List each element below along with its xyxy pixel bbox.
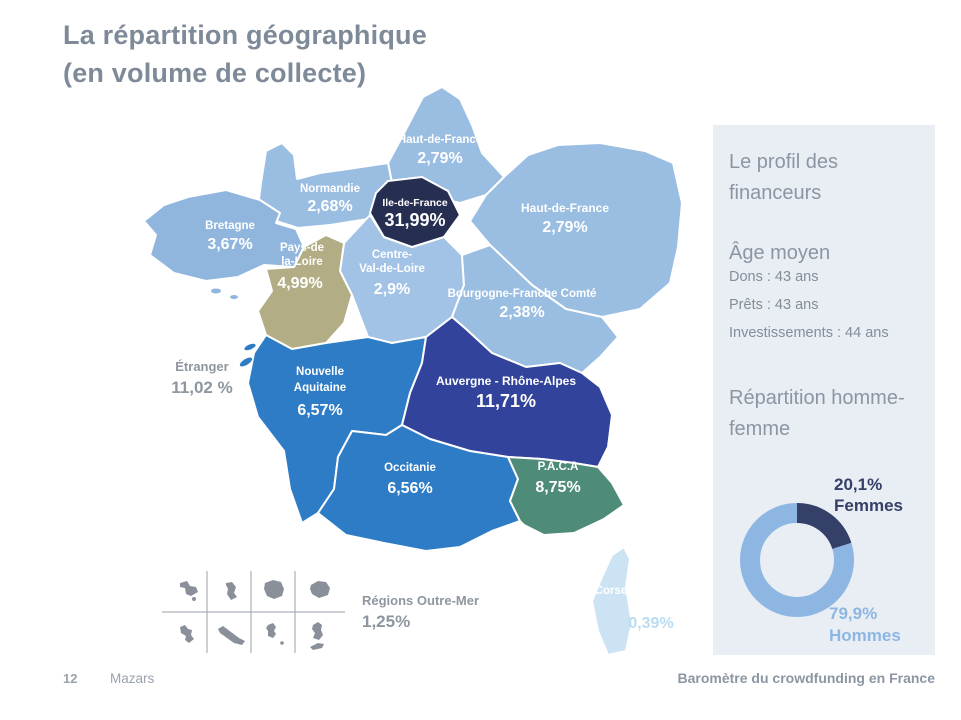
region-label: Aquitaine (294, 382, 346, 394)
region-label: Ile-de-France (382, 197, 448, 209)
outre-mer-island-icon (264, 580, 284, 599)
outre-mer-island-icon (226, 582, 237, 600)
region-occitanie (317, 424, 521, 552)
page-title: La répartition géographique (en volume d… (63, 16, 427, 92)
femmes-label: Femmes (834, 496, 903, 515)
region-grand-est (469, 142, 683, 318)
region-label: Normandie (300, 183, 360, 195)
region-value: 6,56% (387, 480, 432, 497)
region-label: P.A.C.A (538, 461, 579, 473)
region-value: 6,57% (297, 402, 342, 419)
outre-mer-grid: Régions Outre-Mer 1,25% (162, 571, 479, 653)
page-number: 12 (63, 671, 78, 686)
outre-mer-label: Régions Outre-Mer (362, 593, 479, 608)
region-label: Corse (595, 585, 628, 597)
region-label: Pays-de (280, 242, 324, 254)
outre-mer-island-icon (312, 622, 323, 640)
region-label: Bretagne (205, 220, 255, 232)
region-value: 2,79% (542, 219, 587, 236)
gender-heading: Répartition homme-femme (729, 387, 905, 440)
age-item-prets: Prêts : 43 ans (729, 297, 819, 313)
region-label: Haut-de-France (521, 201, 609, 215)
outre-mer-island-icon (266, 623, 276, 638)
hommes-label: Hommes (829, 626, 901, 645)
age-heading: Âge moyen (729, 242, 831, 264)
outre-mer-island-icon (310, 643, 324, 650)
brand-name: Mazars (110, 671, 155, 686)
region-value: 2,79% (417, 150, 462, 167)
region-value: 0,39% (628, 615, 673, 632)
outre-mer-island-icon (280, 641, 284, 645)
age-item-investissements: Investissements : 44 ans (729, 325, 889, 341)
region-label: Occitanie (384, 462, 436, 474)
page-title-line2: (en volume de collecte) (63, 58, 367, 88)
region-value: 31,99% (384, 210, 445, 230)
islet-icon (244, 343, 256, 351)
region-label: la-Loire (281, 256, 323, 268)
outre-mer-island-icon (180, 625, 194, 643)
region-label: Auvergne - Rhône-Alpes (436, 374, 576, 388)
region-value: 3,67% (207, 236, 252, 253)
region-ile-de-france (369, 176, 461, 248)
donut-femmes-slice (796, 503, 852, 550)
region-value: 2,38% (499, 304, 544, 321)
etranger-label: Étranger 11,02 % (171, 359, 232, 397)
region-value: 2,68% (307, 198, 352, 215)
outre-mer-island-icon (218, 626, 245, 645)
islet-icon (239, 357, 253, 367)
panel-title: Le profil des financeurs (729, 151, 838, 204)
region-value: 2,9% (374, 281, 410, 298)
region-label: Bourgogne-Franche Comté (448, 288, 597, 300)
footer-report-title: Baromètre du crowdfunding en France (677, 670, 935, 686)
outre-mer-value: 1,25% (362, 612, 410, 631)
region-label: Val-de-Loire (359, 263, 425, 275)
outre-mer-island-icon (192, 597, 196, 601)
islet-icon (211, 288, 221, 294)
region-bretagne (143, 189, 305, 282)
region-label: Nouvelle (296, 366, 344, 378)
region-label: Centre- (372, 249, 412, 261)
outre-mer-island-icon (310, 581, 330, 598)
france-map: Haut-de-France 2,79% Normandie 2,68% Hau… (143, 86, 683, 656)
region-value: 8,75% (535, 479, 580, 496)
islet-icon (230, 295, 238, 299)
region-value: 11,71% (476, 391, 536, 411)
femmes-value: 20,1% (834, 475, 882, 494)
region-corse (591, 546, 633, 656)
region-value: 4,99% (277, 275, 322, 292)
hommes-value: 79,9% (829, 604, 877, 623)
gender-donut-chart: 20,1% Femmes 79,9% Hommes (740, 475, 903, 645)
etranger-name: Étranger (175, 359, 228, 374)
outre-mer-island-icon (180, 581, 198, 596)
region-paca (507, 456, 625, 536)
page-title-line1: La répartition géographique (63, 20, 427, 50)
region-label: Haut-de-France (398, 134, 482, 146)
etranger-value: 11,02 % (171, 378, 232, 397)
age-item-dons: Dons : 43 ans (729, 269, 819, 285)
